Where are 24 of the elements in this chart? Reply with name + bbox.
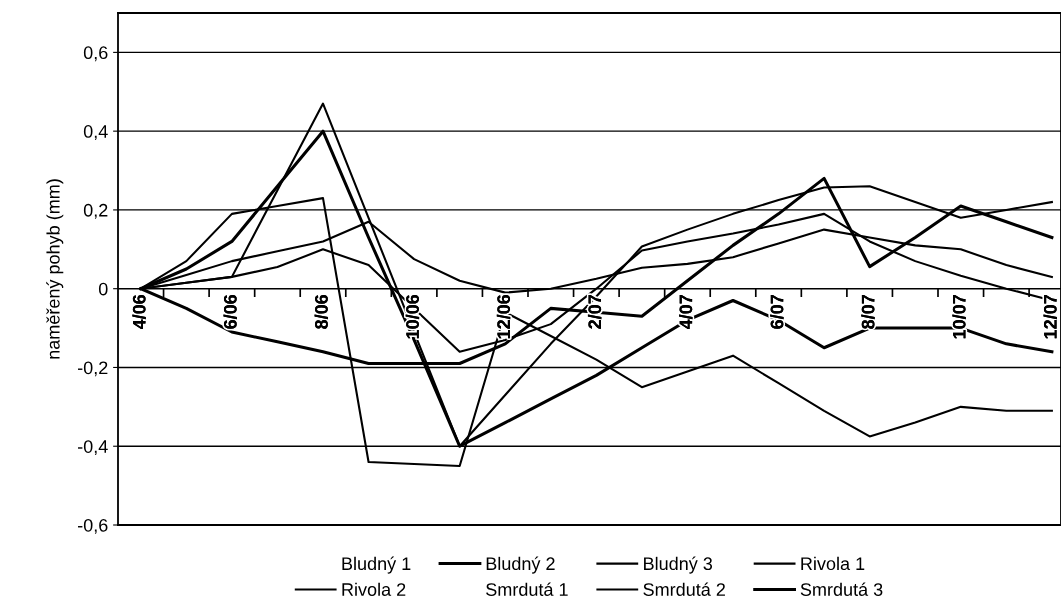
x-tick-label: 8/06 xyxy=(314,294,329,329)
text: Bludný 1 xyxy=(342,556,411,574)
x-tick-label: 10/07 xyxy=(952,295,966,339)
legend-label: Rivola 1 xyxy=(801,556,865,571)
y-tick-label: 0 xyxy=(98,282,108,296)
y-axis-title: naměřený pohyb (mm) xyxy=(46,179,64,359)
y-tick-label: -0,6 xyxy=(77,518,108,534)
legend-label: Smrdutá 2 xyxy=(643,582,725,596)
y-tick-label: 0,4 xyxy=(83,125,108,141)
x-tick-label: 12/06 xyxy=(496,294,511,339)
legend-label: Rivola 2 xyxy=(342,582,406,596)
legend-label: Smrdutá 3 xyxy=(800,582,883,596)
x-tick-label: 6/06 xyxy=(223,294,237,329)
y-tick-label: 0,2 xyxy=(83,203,108,219)
y-tick-label: 0,6 xyxy=(83,46,108,62)
y-tick-label: -0,2 xyxy=(77,361,108,377)
x-tick-label: 6/07 xyxy=(770,295,784,329)
legend-label: Bludný 2 xyxy=(486,556,555,574)
text: Smrdutá 1 xyxy=(486,582,568,596)
y-tick-label: -0,4 xyxy=(77,440,108,456)
x-tick-label: 4/06 xyxy=(132,294,146,330)
x-tick-label: 8/07 xyxy=(861,295,875,329)
legend-label: Bludný 3 xyxy=(644,556,713,574)
x-tick-label: 12/07 xyxy=(1043,295,1057,339)
